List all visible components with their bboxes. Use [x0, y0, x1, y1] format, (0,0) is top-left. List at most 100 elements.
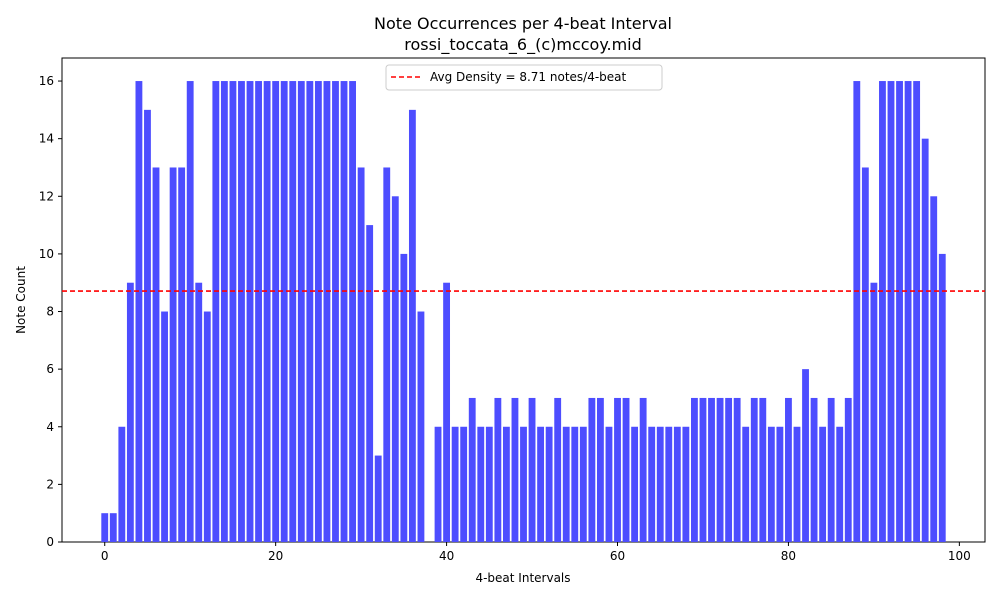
bar — [921, 138, 929, 542]
bar — [109, 513, 117, 542]
bar — [639, 397, 647, 542]
bar — [571, 426, 579, 542]
x-tick-label: 60 — [610, 549, 625, 563]
bar — [776, 426, 784, 542]
bar — [682, 426, 690, 542]
bar — [836, 426, 844, 542]
legend-box — [385, 64, 663, 91]
bar — [785, 397, 792, 542]
bar — [443, 282, 451, 542]
y-tick-label: 6 — [46, 362, 54, 376]
bar — [904, 81, 912, 543]
bar — [537, 426, 545, 542]
x-tick-label: 40 — [439, 549, 454, 563]
bar — [733, 397, 741, 542]
bar — [118, 426, 126, 542]
bar — [212, 81, 220, 543]
bars-group — [101, 81, 946, 543]
bar — [802, 369, 809, 542]
bar — [861, 167, 869, 542]
bar — [161, 311, 168, 542]
bar — [502, 426, 510, 542]
y-axis-label: Note Count — [14, 266, 28, 334]
bar — [314, 81, 322, 543]
bar — [896, 81, 903, 543]
bar — [280, 81, 288, 543]
bar — [716, 397, 724, 542]
bar — [203, 311, 211, 542]
bar — [332, 81, 339, 543]
bar — [400, 253, 408, 542]
bar — [614, 397, 621, 542]
x-tick-label: 20 — [268, 549, 283, 563]
bar — [255, 81, 262, 543]
bar — [135, 81, 143, 543]
bar — [178, 167, 186, 542]
y-tick-label: 16 — [39, 74, 54, 88]
bar — [631, 426, 639, 542]
bar — [699, 397, 707, 542]
bar — [494, 397, 502, 542]
bar — [930, 196, 938, 543]
bar — [844, 397, 852, 542]
bar — [596, 397, 604, 542]
legend-label: Avg Density = 8.71 notes/4-beat — [430, 70, 627, 84]
bar — [417, 311, 425, 542]
x-tick-label: 0 — [101, 549, 109, 563]
x-axis-ticks: 0 20 40 60 80 100 — [101, 542, 971, 563]
bar — [853, 81, 861, 543]
bar — [220, 81, 228, 543]
bar — [323, 81, 331, 543]
bar — [691, 397, 698, 542]
bar — [579, 426, 587, 542]
bar — [913, 81, 921, 543]
chart-title: Note Occurrences per 4-beat Interval — [374, 14, 672, 33]
bar — [391, 196, 399, 543]
bar — [434, 426, 442, 542]
bar — [545, 426, 553, 542]
bar — [708, 397, 715, 542]
y-tick-label: 2 — [46, 477, 54, 491]
bar — [870, 282, 878, 542]
bar — [477, 426, 485, 542]
bar — [648, 426, 656, 542]
bar — [793, 426, 801, 542]
bar — [306, 81, 314, 543]
bar — [272, 81, 280, 543]
bar — [460, 426, 468, 542]
bar — [767, 426, 775, 542]
bar — [186, 81, 194, 543]
bar — [528, 397, 536, 542]
bar — [238, 81, 245, 543]
y-tick-label: 4 — [46, 420, 54, 434]
x-tick-label: 80 — [781, 549, 796, 563]
bar — [759, 397, 767, 542]
bar — [588, 397, 596, 542]
y-tick-label: 10 — [39, 247, 54, 261]
bar — [520, 426, 527, 542]
bar — [366, 225, 374, 542]
bar — [297, 81, 305, 543]
bar — [656, 426, 664, 542]
bar — [554, 397, 562, 542]
bar — [887, 81, 895, 543]
x-tick-label: 100 — [948, 549, 971, 563]
y-tick-label: 14 — [39, 132, 54, 146]
bar — [229, 81, 237, 543]
bar — [673, 426, 681, 542]
bar — [101, 513, 109, 542]
bar — [169, 167, 177, 542]
bar — [511, 397, 519, 542]
y-axis-ticks: 0 2 4 6 8 10 12 14 16 — [39, 74, 62, 549]
bar — [485, 426, 493, 542]
bar — [383, 167, 391, 542]
bar — [938, 253, 946, 542]
bar — [562, 426, 570, 542]
bar — [289, 81, 297, 543]
x-axis-label: 4-beat Intervals — [475, 571, 570, 585]
bar — [152, 167, 160, 542]
bar — [605, 426, 613, 542]
bar — [665, 426, 673, 542]
y-tick-label: 8 — [46, 305, 54, 319]
